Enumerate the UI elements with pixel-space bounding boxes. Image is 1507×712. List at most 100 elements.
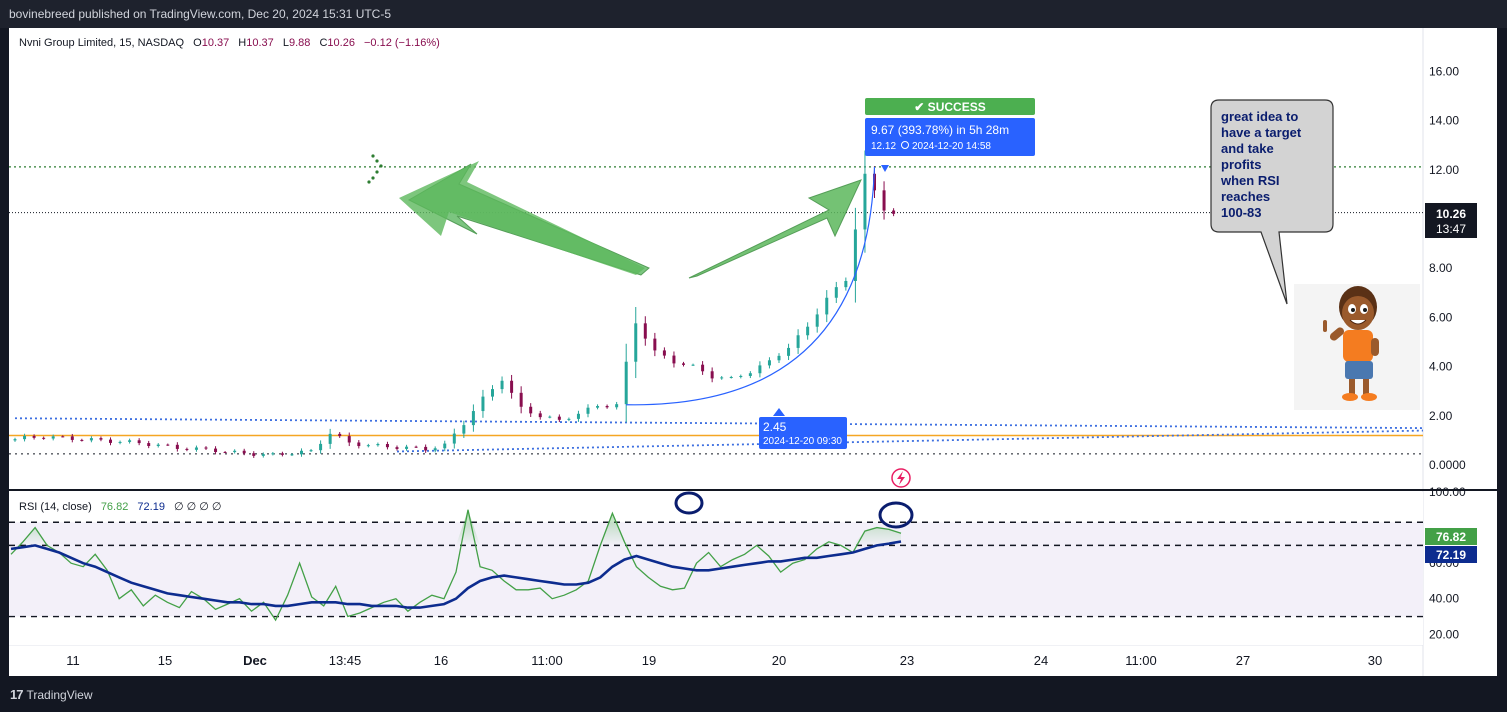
note-callout[interactable]: great idea to have a target and take profit…	[1210, 99, 1334, 305]
note-line: when RSI	[1220, 173, 1280, 188]
candle-body	[739, 375, 743, 378]
lightning-icon[interactable]	[891, 468, 911, 488]
candle-body	[89, 438, 93, 441]
green-arrow-right	[688, 179, 862, 279]
candle-body	[720, 377, 724, 379]
success-annotation[interactable]: ✔ SUCCESS 9.67 (393.78%) in 5h 28m 12.12…	[865, 98, 1035, 172]
candle-body	[653, 338, 657, 351]
rsi-tick: 20.00	[1429, 627, 1459, 641]
candle-body	[214, 448, 218, 453]
time-tick: 20	[772, 653, 786, 668]
candle-body	[462, 425, 466, 434]
close-value: 10.26	[327, 37, 355, 49]
candle-body	[662, 350, 666, 356]
candle-body	[729, 377, 733, 379]
svg-text:RSI (14, close) 76.82: RSI (14, close) 76.82 72.19 ∅ ∅ ∅ ∅	[19, 501, 222, 513]
tradingview-logo[interactable]: 17 TradingView	[10, 687, 93, 702]
candle-body	[825, 297, 829, 315]
candle-body	[424, 446, 428, 451]
candle-body	[61, 436, 65, 438]
note-line: 100-83	[1221, 205, 1261, 220]
trend-lines	[14, 417, 1424, 453]
candle-body	[194, 447, 198, 450]
candle-body	[433, 448, 437, 451]
last-price-badge: 10.26 13:47	[1425, 203, 1477, 238]
candle-body	[615, 404, 619, 408]
candle-body	[510, 380, 514, 393]
dotted-marker	[367, 154, 383, 184]
change-value: −0.12 (−1.16%)	[364, 37, 440, 49]
chart-canvas[interactable]: Nvni Group Limited, 15, NASDAQ O10.37 H1…	[9, 28, 1497, 676]
candle-body	[529, 406, 533, 414]
time-tick: 15	[158, 653, 172, 668]
rsi-peak-circle-2	[878, 501, 914, 529]
candle-body	[32, 435, 36, 438]
entry-annotation[interactable]: 2.45 2024-12-20 09:30	[759, 408, 847, 449]
tradingview-logo-icon: 17	[10, 687, 24, 702]
candle-body	[863, 173, 867, 230]
entry-marker-icon	[773, 408, 785, 416]
candle-body	[787, 347, 791, 356]
candle-body	[796, 335, 800, 348]
candle-body	[366, 445, 370, 447]
candle-body	[118, 441, 122, 443]
lower-trend-line	[396, 429, 1424, 453]
close-label: C	[319, 37, 327, 49]
candle-body	[347, 436, 351, 443]
candle-body	[242, 450, 246, 454]
price-tick: 12.00	[1429, 163, 1459, 177]
cartoon-boy-pointing-icon	[1294, 284, 1420, 410]
time-axis[interactable]: 11 15 Dec 13:45 16 11:00 19 20 23 24 11:00 27 30	[66, 653, 1382, 668]
entry-price-label: 2.45	[763, 420, 787, 434]
candle-body	[443, 443, 447, 449]
candle-body	[376, 444, 380, 446]
price-axis[interactable]: 16.00 14.00 12.00 8.00 6.00 4.00 2.00 0.0000	[1429, 64, 1466, 472]
candle-body	[109, 439, 112, 443]
candle-body	[691, 364, 695, 366]
time-tick: 16	[434, 653, 448, 668]
time-tick: Dec	[243, 653, 267, 668]
note-line: reaches	[1221, 189, 1270, 204]
candle-body	[567, 418, 571, 420]
time-tick: 23	[900, 653, 914, 668]
price-pane[interactable]	[9, 28, 1423, 490]
svg-text:Nvni Group Limited, 15, NASDAQ: Nvni Group Limited, 15, NASDAQ O10.37 H1…	[19, 37, 440, 49]
candle-body	[701, 364, 705, 372]
chart-frame[interactable]: Nvni Group Limited, 15, NASDAQ O10.37 H1…	[9, 28, 1497, 676]
candle-body	[51, 436, 55, 439]
note-line: and take	[1221, 141, 1274, 156]
note-line: profits	[1221, 157, 1261, 172]
rsi-legend-ma: 72.19	[137, 501, 165, 513]
candle-body	[834, 287, 838, 298]
candle-body	[137, 440, 141, 444]
candle-body	[357, 442, 361, 447]
time-tick: 19	[642, 653, 656, 668]
candle-body	[166, 444, 170, 446]
candle-body	[252, 453, 256, 456]
candle-body	[261, 454, 265, 456]
rsi-value-badges: 76.82 72.19	[1425, 528, 1477, 563]
price-tick: 6.00	[1429, 310, 1453, 324]
candle-body	[596, 406, 600, 408]
rsi-value-badge: 76.82	[1436, 530, 1466, 544]
green-arrow-left	[399, 161, 650, 276]
target-marker-icon	[881, 165, 889, 172]
entry-to-target-arc	[626, 166, 876, 406]
candle-body	[605, 406, 609, 408]
countdown-label: 13:47	[1436, 222, 1466, 236]
rsi-legend-title: RSI (14, close)	[19, 501, 92, 513]
candle-body	[882, 190, 886, 211]
candle-body	[500, 380, 504, 390]
rsi-legend: RSI (14, close) 76.82 72.19 ∅ ∅ ∅ ∅	[19, 501, 222, 513]
time-tick: 30	[1368, 653, 1382, 668]
candle-body	[710, 371, 714, 379]
time-tick: 11:00	[1125, 653, 1157, 668]
candlesticks	[13, 150, 896, 458]
symbol-name: Nvni Group Limited, 15, NASDAQ	[19, 37, 185, 49]
candle-body	[185, 448, 189, 450]
note-line: have a target	[1221, 125, 1302, 140]
candle-body	[643, 323, 647, 339]
rsi-ma-badge: 72.19	[1436, 548, 1466, 562]
note-text: great idea to have a target and take profit…	[1220, 109, 1302, 220]
